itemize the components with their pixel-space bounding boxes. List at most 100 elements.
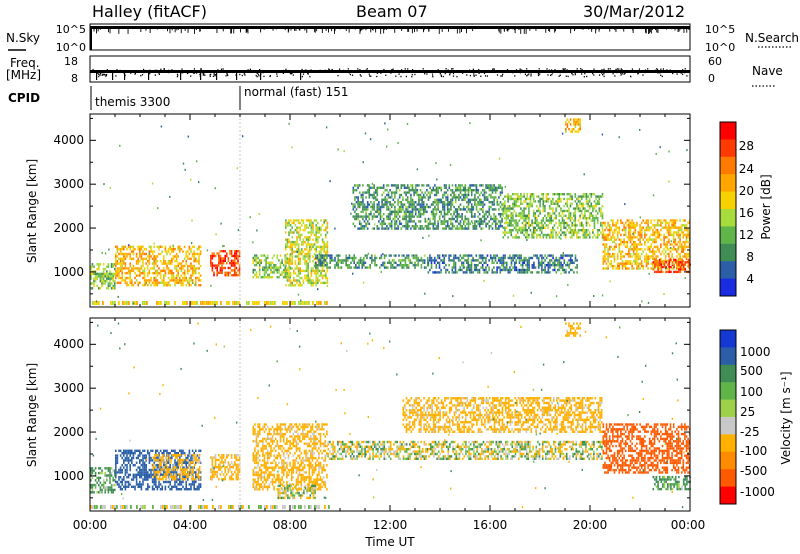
- scatter-cell: [317, 221, 319, 225]
- scatter-cell: [291, 267, 293, 270]
- scatter-cell: [364, 261, 367, 264]
- scatter-cell: [480, 266, 482, 269]
- scatter-cell: [180, 269, 183, 272]
- scatter-cell: [612, 224, 614, 227]
- nsky-spike: [179, 26, 181, 29]
- scatter-cell: [191, 269, 194, 272]
- scatter-cell: [381, 205, 383, 209]
- scatter-cell: [637, 255, 640, 258]
- scatter-cell: [587, 200, 589, 203]
- nave-dot: [481, 71, 483, 73]
- scatter-cell: [493, 208, 495, 211]
- nave-dot: [432, 74, 434, 76]
- nsky-spike: [178, 26, 179, 30]
- scatter-cell: [321, 238, 324, 241]
- scatter-cell: [590, 214, 593, 217]
- scatter-cell: [156, 269, 159, 272]
- scatter-cell: [288, 238, 290, 241]
- nave-dot: [98, 75, 100, 78]
- scatter-cell: [418, 210, 420, 213]
- scatter-cell: [470, 259, 473, 262]
- scatter-cell: [406, 198, 409, 201]
- scatter-cell: [507, 200, 509, 203]
- scatter-cell: [137, 284, 139, 287]
- scatter-cell: [457, 268, 460, 272]
- scatter-cell: [398, 196, 401, 199]
- nsky-spike: [360, 26, 362, 32]
- scatter-cell: [158, 245, 160, 248]
- scatter-cell: [371, 261, 373, 264]
- scatter-cell: [325, 243, 327, 246]
- scatter-cell: [354, 210, 356, 213]
- nsky-spike: [466, 26, 467, 34]
- nave-dot: [456, 75, 458, 78]
- scatter-cell: [499, 266, 502, 269]
- nsky-spike: [178, 26, 180, 29]
- nave-dot: [605, 70, 607, 72]
- scatter-cell: [182, 250, 184, 253]
- scatter-cell: [110, 277, 113, 280]
- scatter-cell: [464, 225, 467, 228]
- scatter-cell: [469, 266, 471, 269]
- nsky-spike: [99, 26, 101, 30]
- nsky-spike: [339, 26, 341, 30]
- scatter-cell: [512, 266, 514, 269]
- scatter-cell: [680, 264, 683, 268]
- scatter-cell: [540, 193, 543, 196]
- scatter-cell: [682, 224, 685, 227]
- scatter-cell: [199, 252, 202, 256]
- scatter-cell: [461, 215, 463, 218]
- scatter-cell: [465, 271, 468, 274]
- nsky-spike: [93, 26, 95, 32]
- scatter-cell: [539, 200, 541, 203]
- scatter-cell: [544, 214, 546, 217]
- scatter-cell: [595, 214, 597, 217]
- scatter-cell: [402, 198, 404, 201]
- scatter-cell: [616, 233, 619, 237]
- scatter-cell: [600, 212, 602, 215]
- scatter-cell: [676, 233, 678, 237]
- scatter-cell: [472, 189, 475, 192]
- nave-dot: [277, 71, 279, 74]
- scatter-cell: [579, 224, 581, 227]
- scatter-cell: [672, 224, 675, 227]
- scatter-cell: [151, 262, 154, 265]
- scatter-cell: [190, 274, 192, 277]
- scatter-cell: [679, 265, 682, 269]
- scatter-cell: [629, 252, 632, 256]
- scatter-cell: [504, 200, 506, 203]
- cpid-segment-normal: normal (fast) 151: [244, 85, 348, 99]
- scatter-cell: [687, 265, 690, 269]
- scatter-cell: [636, 221, 638, 225]
- scatter-cell: [183, 272, 186, 275]
- scatter-cell: [660, 265, 663, 269]
- scatter-cell: [640, 233, 643, 237]
- scatter-cell: [478, 217, 481, 221]
- scatter-cell: [536, 256, 538, 260]
- scatter-cell: [353, 256, 355, 260]
- scatter-cell: [669, 228, 672, 232]
- scatter-cell: [605, 226, 608, 229]
- scatter-cell: [195, 279, 197, 282]
- scatter-cell: [545, 271, 548, 274]
- nave-dot: [209, 75, 211, 78]
- scatter-cell: [521, 226, 524, 229]
- scatter-cell: [516, 197, 519, 201]
- scatter-cell: [390, 227, 393, 230]
- scatter-cell: [302, 250, 305, 253]
- scatter-cell: [488, 193, 491, 197]
- scatter-cell: [491, 271, 494, 274]
- scatter-cell: [172, 257, 175, 260]
- nave-dot: [442, 75, 444, 78]
- scatter-cell: [395, 184, 398, 187]
- scatter-cell: [534, 226, 537, 229]
- scatter-cell: [414, 186, 417, 189]
- scatter-cell: [571, 261, 574, 264]
- scatter-cell: [211, 257, 214, 260]
- scatter-cell: [512, 212, 514, 215]
- scatter-cell: [568, 128, 570, 131]
- scatter-cell: [510, 219, 513, 222]
- scatter-cell: [499, 191, 502, 194]
- scatter-cell: [148, 257, 151, 260]
- scatter-cell: [297, 262, 300, 265]
